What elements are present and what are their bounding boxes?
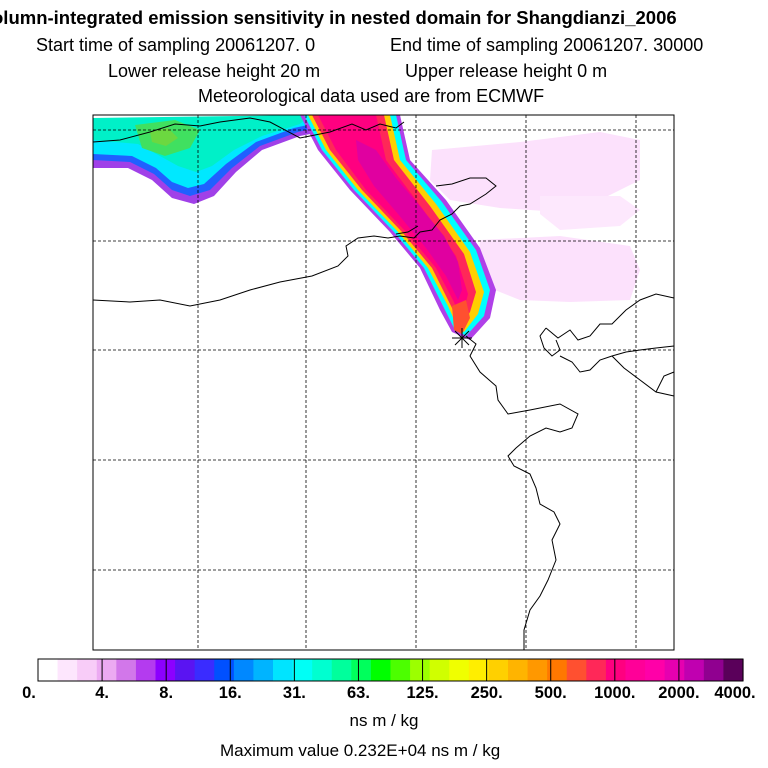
colorbar-swatch [410,659,431,681]
colorbar-swatch [96,659,117,681]
colorbar-swatch [684,659,705,681]
colorbar-swatch [508,659,529,681]
colorbar-swatch [488,659,509,681]
colorbar-swatch [547,659,568,681]
colorbar-label: 125. [406,684,439,702]
colorbar-swatch [527,659,548,681]
colorbar-swatch [38,659,59,681]
units-label: ns m / kg [349,711,419,730]
colorbar-swatch [312,659,333,681]
max-value-label: Maximum value 0.232E+04 ns m / kg [220,741,501,760]
colorbar-swatch [723,659,744,681]
main-plume [300,115,496,340]
colorbar-label: 16. [218,684,242,702]
colorbar-swatch [135,659,157,681]
colorbar-label: 4000. [714,684,756,702]
colorbar-swatch [77,659,98,681]
colorbar [38,659,744,681]
sampling-start: Start time of sampling 20061207. 0 [36,35,316,55]
northwest-plume [93,115,340,204]
colorbar-label: 1000. [594,684,636,702]
colorbar-swatch [468,659,490,681]
colorbar-label: 250. [470,684,503,702]
colorbar-swatch [57,659,78,681]
colorbar-label: 2000. [658,684,700,702]
lower-release-height: Lower release height 20 m [108,61,321,81]
colorbar-swatch [390,659,411,681]
colorbar-swatch [233,659,255,681]
colorbar-swatch [214,659,235,681]
colorbar-swatch [370,659,392,681]
colorbar-swatch [605,659,627,681]
colorbar-swatch [155,659,176,681]
colorbar-frame [37,658,744,682]
sampling-end: End time of sampling 20061207. 30000 [390,35,704,55]
colorbar-swatch [351,659,372,681]
colorbar-swatch [645,659,666,681]
colorbar-swatch [625,659,646,681]
colorbar-label: 0. [22,684,36,702]
colorbar-swatch [664,659,685,681]
colorbar-swatch [194,659,215,681]
colorbar-swatch [116,659,137,681]
colorbar-swatch [273,659,294,681]
colorbar-swatch [429,659,450,681]
colorbar-swatch [331,659,352,681]
coastlines [92,117,675,650]
faint-sensitivity-area [430,132,640,302]
colorbar-swatch [449,659,470,681]
colorbar-label: 500. [534,684,567,702]
colorbar-swatch [292,659,313,681]
colorbar-swatch [253,659,274,681]
colorbar-swatch [703,659,725,681]
map-frame [92,114,675,651]
colorbar-label: 63. [346,684,370,702]
plot-title: olumn-integrated emission sensitivity in… [0,7,677,28]
colorbar-label: 4. [95,684,109,702]
colorbar-label: 8. [159,684,174,702]
colorbar-label: 31. [282,684,306,702]
grid-lines [93,115,674,650]
colorbar-swatch [586,659,607,681]
asterisk-marker [452,328,472,348]
colorbar-swatch [175,659,196,681]
colorbar-swatch [566,659,587,681]
met-data-source: Meteorological data used are from ECMWF [198,86,545,106]
upper-release-height: Upper release height 0 m [405,61,608,81]
